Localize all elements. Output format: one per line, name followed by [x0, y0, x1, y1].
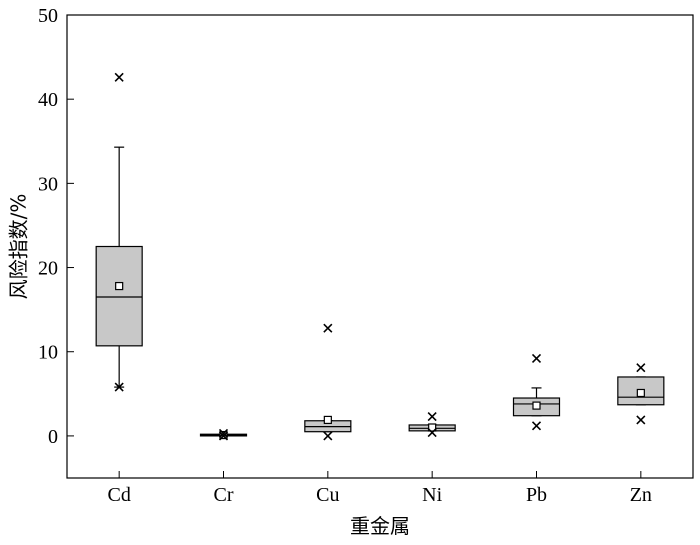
- y-tick-label: 20: [38, 258, 58, 280]
- x-tick-label: Ni: [422, 484, 442, 506]
- outlier-marker: [218, 431, 229, 441]
- outlier-marker: [531, 353, 542, 364]
- plot-frame: [66, 14, 694, 479]
- outlier-marker: [531, 421, 542, 431]
- outlier-marker: [323, 431, 333, 441]
- mean-marker: [323, 415, 332, 425]
- x-axis-title: 重金属: [350, 514, 410, 538]
- x-tick-label: Cu: [316, 484, 339, 506]
- box-pb: [512, 353, 561, 431]
- x-tick-label: Cr: [214, 484, 234, 506]
- y-axis-ticks: 0 10 20 30 40 50: [38, 5, 74, 448]
- mean-marker: [115, 281, 124, 291]
- outlier-marker: [636, 415, 646, 425]
- x-axis-ticks: Cd Cr Cu Ni Pb Zn: [107, 471, 652, 506]
- outlier-marker: [114, 382, 124, 392]
- box-ni: [408, 411, 456, 438]
- y-axis-title: 风险指数/%: [7, 194, 31, 300]
- outlier-marker: [636, 363, 646, 373]
- box-cu: [304, 323, 352, 441]
- x-tick-label: Zn: [630, 484, 652, 506]
- y-tick-label: 40: [38, 89, 58, 111]
- mean-marker: [532, 401, 541, 410]
- outlier-marker: [323, 323, 333, 333]
- box-zn: [617, 363, 665, 425]
- y-tick-label: 0: [48, 426, 58, 448]
- x-tick-label: Pb: [526, 484, 547, 506]
- outlier-marker: [427, 427, 437, 438]
- box-cr: [199, 428, 248, 441]
- y-tick-label: 30: [38, 173, 58, 195]
- mean-marker: [428, 423, 437, 432]
- outlier-marker: [114, 72, 124, 82]
- x-tick-label: Cd: [107, 484, 130, 506]
- outlier-marker: [427, 411, 437, 422]
- mean-marker: [636, 388, 645, 398]
- y-tick-label: 10: [38, 342, 58, 364]
- box-series: [95, 72, 665, 441]
- iqr-box: [95, 245, 143, 347]
- outlier-marker: [218, 428, 229, 438]
- y-tick-label: 50: [38, 5, 58, 27]
- box-cd: [95, 72, 143, 392]
